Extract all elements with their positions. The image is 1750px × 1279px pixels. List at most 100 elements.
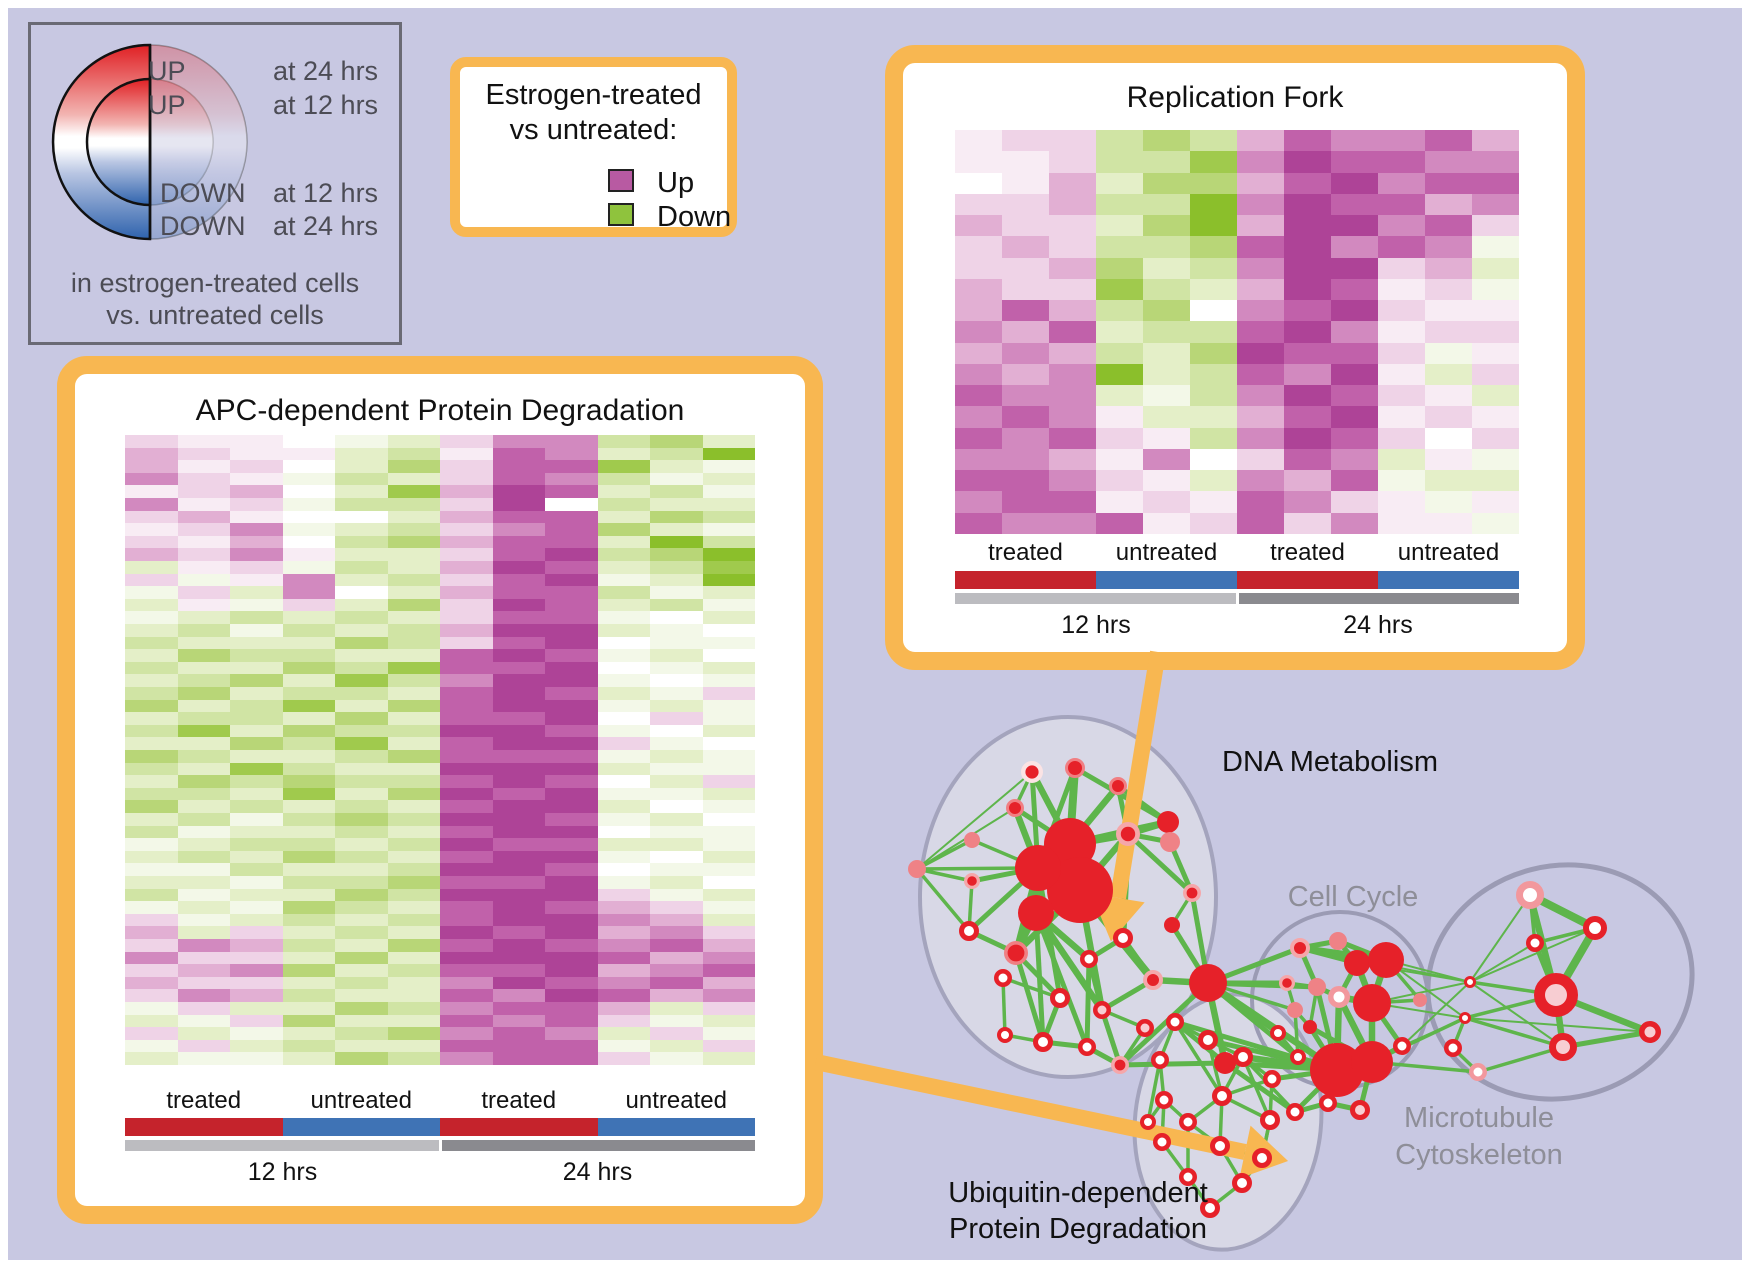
heatmap-cell: [125, 1052, 178, 1065]
treated-bar-segment: [440, 1118, 598, 1136]
heatmap-cell: [545, 838, 598, 851]
heatmap-cell: [1425, 193, 1472, 216]
treated-bar-segment: [955, 571, 1096, 589]
heatmap-cell: [1284, 342, 1331, 364]
heatmap-cell: [335, 649, 388, 662]
heatmap-cell: [1096, 512, 1143, 534]
heatmap-cell: [387, 825, 440, 839]
heatmap-cell: [492, 951, 545, 965]
heatmap-cell: [230, 447, 283, 461]
heatmap-cell: [1237, 321, 1284, 343]
heatmap-cell: [387, 510, 440, 524]
heatmap-cell: [1096, 215, 1143, 237]
up-swatch: [608, 169, 634, 192]
heatmap-cell: [440, 901, 493, 914]
heatmap-cell: [650, 1027, 703, 1040]
heatmap-cell: [1049, 321, 1096, 343]
heatmap-cell: [335, 976, 388, 990]
heatmap-cell: [177, 964, 230, 977]
heatmap-cell: [387, 838, 440, 851]
heatmap-cell: [702, 598, 755, 612]
heatmap-cell: [1284, 363, 1331, 386]
heatmap-cell: [1331, 236, 1378, 258]
heatmap-cell: [955, 130, 1002, 152]
heatmap-cell: [387, 1002, 440, 1015]
heatmap-cell: [492, 523, 545, 536]
heatmap-cell: [230, 674, 283, 687]
at-12-bot-label: at 12 hrs: [273, 178, 379, 208]
heatmap-cell: [440, 573, 493, 587]
heatmap-cell: [1331, 512, 1378, 534]
heatmap-cell: [282, 813, 335, 826]
heatmap-cell: [1284, 427, 1331, 449]
heatmap-cell: [597, 510, 650, 524]
heatmap-cell: [650, 750, 703, 763]
heatmap-cell: [177, 724, 230, 738]
heatmap-cell: [177, 750, 230, 763]
heatmap-cell: [440, 561, 493, 574]
heatmap-cell: [702, 435, 755, 448]
heatmap-cell: [125, 1039, 178, 1053]
heatmap-cell: [387, 586, 440, 599]
heatmap-cell: [702, 813, 755, 826]
heatmap-cell: [282, 573, 335, 587]
heatmap-cell: [545, 624, 598, 637]
heatmap-cell: [335, 863, 388, 876]
heatmap-cell: [1049, 406, 1096, 428]
heatmap-cell: [1472, 257, 1519, 279]
heatmap-cell: [1143, 151, 1190, 173]
heatmap-cell: [1425, 172, 1472, 194]
heatmap-cell: [545, 964, 598, 977]
heatmap-cell: [1378, 236, 1425, 258]
heatmap-cell: [387, 535, 440, 549]
heatmap-cell: [597, 926, 650, 939]
heatmap-cell: [597, 674, 650, 687]
heatmap-cell: [650, 863, 703, 876]
heatmap-cell: [492, 888, 545, 902]
heatmap-cell: [597, 1039, 650, 1053]
heatmap-cell: [1096, 193, 1143, 216]
heatmap-cell: [702, 737, 755, 750]
heatmap-cell: [650, 1052, 703, 1065]
heatmap-cell: [1002, 278, 1049, 301]
heatmap-cell: [1472, 363, 1519, 386]
heatmap-cell: [545, 435, 598, 448]
heatmap-cell: [545, 1039, 598, 1053]
heatmap-cell: [1002, 215, 1049, 237]
heatmap-cell: [650, 762, 703, 776]
heatmap-cell: [545, 573, 598, 587]
treated-bar-segment: [125, 1118, 283, 1136]
heatmap-cell: [1425, 321, 1472, 343]
heatmap-cell: [282, 838, 335, 851]
heatmap-cell: [230, 687, 283, 700]
apc-panel-title: APC-dependent Protein Degradation: [195, 394, 685, 427]
heatmap-cell: [387, 775, 440, 788]
heatmap-cell: [1002, 342, 1049, 364]
heatmap-cell: [1472, 236, 1519, 258]
heatmap-cell: [1425, 236, 1472, 258]
heatmap-cell: [1049, 385, 1096, 407]
heatmap-cell: [955, 512, 1002, 534]
heatmap-cell: [597, 964, 650, 977]
heatmap-cell: [492, 838, 545, 851]
heatmap-cell: [125, 863, 178, 876]
heatmap-cell: [440, 649, 493, 662]
heatmap-cell: [1002, 236, 1049, 258]
heatmap-cell: [650, 800, 703, 813]
heatmap-cell: [597, 838, 650, 851]
heatmap-cell: [440, 976, 493, 990]
apc-group-label-1: treated: [166, 1087, 242, 1114]
heatmap-cell: [440, 661, 493, 675]
heatmap-cell: [125, 636, 178, 650]
heatmap-cell: [230, 787, 283, 801]
heatmap-cell: [230, 939, 283, 952]
heatmap-cell: [335, 901, 388, 914]
heatmap-cell: [335, 939, 388, 952]
heatmap-cell: [1331, 427, 1378, 449]
heatmap-cell: [1284, 406, 1331, 428]
heatmap-cell: [440, 724, 493, 738]
heatmap-cell: [650, 510, 703, 524]
heatmap-cell: [387, 1052, 440, 1065]
rf-group-label-1: treated: [988, 539, 1063, 566]
heatmap-cell: [702, 939, 755, 952]
